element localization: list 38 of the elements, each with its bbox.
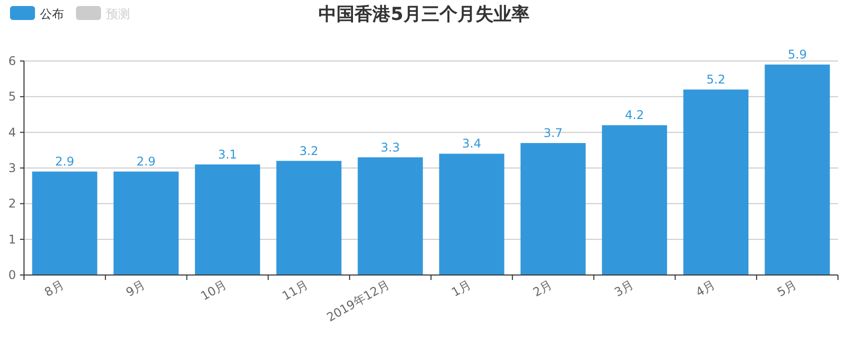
y-tick-label: 4 <box>8 125 16 140</box>
data-label: 5.2 <box>706 72 726 87</box>
data-label: 3.4 <box>462 136 482 151</box>
bar <box>276 160 342 275</box>
bar <box>764 64 830 275</box>
bar <box>114 172 179 275</box>
bar <box>358 157 423 275</box>
y-tick-label: 3 <box>8 161 16 175</box>
data-label: 4.2 <box>624 108 644 122</box>
data-label: 3.3 <box>380 140 400 154</box>
bar <box>683 90 748 275</box>
y-tick-label: 2 <box>8 196 16 211</box>
bar <box>32 172 98 275</box>
data-label: 2.9 <box>55 154 74 169</box>
y-tick-label: 5 <box>8 90 16 104</box>
x-tick-label: 10月 <box>198 277 229 304</box>
bar <box>602 125 668 275</box>
bar <box>439 154 504 275</box>
data-label: 2.9 <box>136 154 156 169</box>
data-label: 3.2 <box>299 144 318 158</box>
x-tick-label: 11月 <box>280 277 310 304</box>
chart-title: 中国香港5月三个月失业率 <box>318 4 530 25</box>
legend-label: 公布 <box>40 7 64 21</box>
x-tick-label: 8月 <box>42 277 66 300</box>
x-tick-label: 3月 <box>612 277 636 300</box>
x-tick-label: 1月 <box>449 277 474 300</box>
bar <box>194 164 260 275</box>
x-tick-label: 2月 <box>530 277 555 300</box>
y-tick-label: 0 <box>8 268 16 282</box>
data-label: 3.1 <box>218 147 238 162</box>
x-tick-label: 9月 <box>124 277 148 300</box>
bar <box>520 143 586 275</box>
y-tick-label: 1 <box>8 232 16 246</box>
x-tick-label: 5月 <box>774 277 799 300</box>
data-label: 5.9 <box>788 48 807 62</box>
x-tick-label: 4月 <box>693 277 718 300</box>
y-tick-label: 6 <box>8 54 16 68</box>
data-label: 3.7 <box>544 126 563 140</box>
